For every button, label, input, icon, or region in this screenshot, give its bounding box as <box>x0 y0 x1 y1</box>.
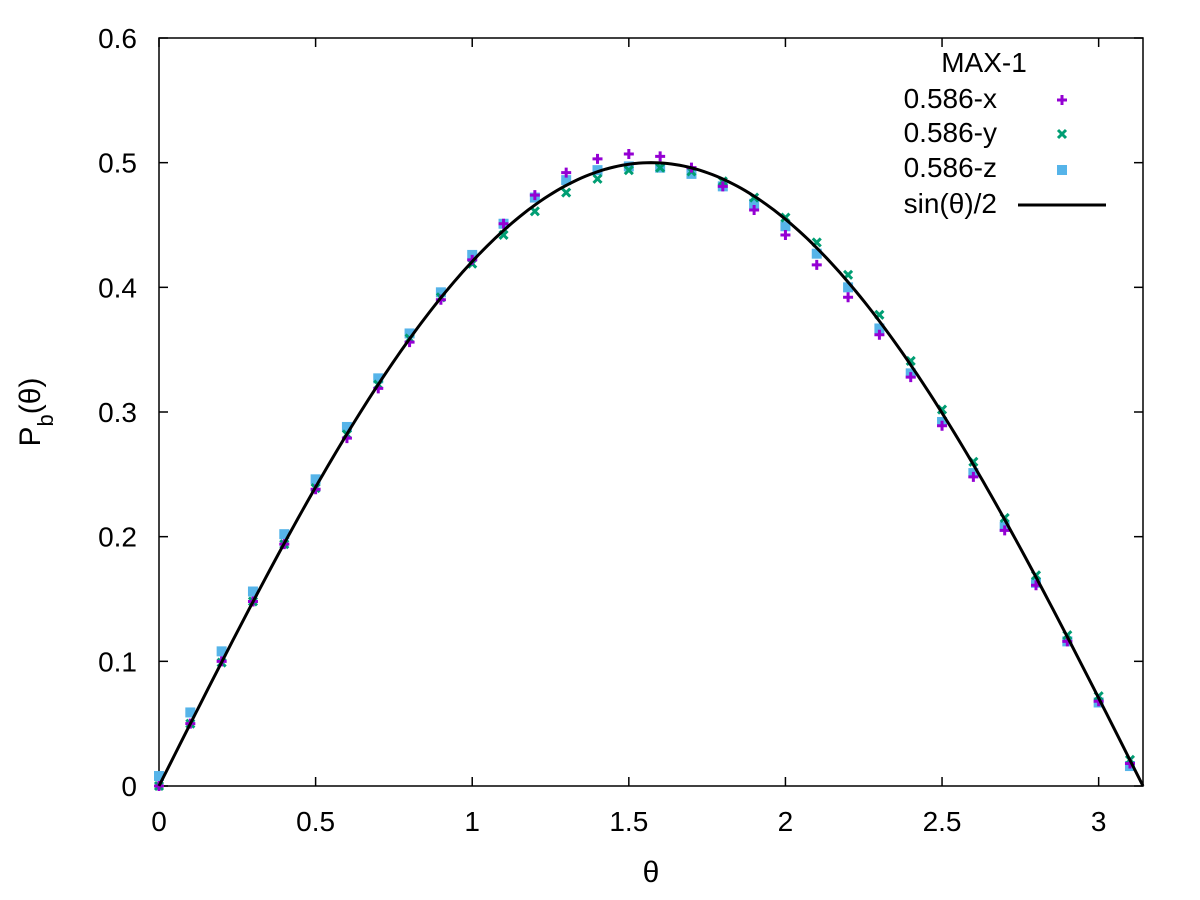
y-tick-label: 0.6 <box>98 23 137 54</box>
legend-label-3: sin(θ)/2 <box>904 188 997 219</box>
data-point <box>185 707 196 718</box>
data-point <box>561 187 572 198</box>
y-axis-label: Pb(θ) <box>14 378 58 447</box>
data-point <box>592 165 603 176</box>
y-tick-label: 0 <box>121 771 137 802</box>
x-tick-label: 3 <box>1091 806 1107 837</box>
x-tick-label: 0 <box>151 806 167 837</box>
legend-title: MAX-1 <box>941 47 1027 78</box>
data-point <box>717 181 728 192</box>
y-tick-label: 0.1 <box>98 646 137 677</box>
legend-label-0: 0.586-x <box>904 83 997 114</box>
data-point <box>843 292 854 303</box>
y-tick-label: 0.3 <box>98 397 137 428</box>
data-point <box>1056 128 1068 140</box>
legend: MAX-1 0.586-x 0.586-y 0.586-z sin(θ)/2 <box>904 47 1106 219</box>
series-line <box>157 161 1145 787</box>
y-axis-label-tail: (θ) <box>14 378 47 415</box>
data-point <box>561 175 572 186</box>
x-tick-label: 2 <box>778 806 794 837</box>
data-point <box>216 646 227 657</box>
data-point <box>686 168 697 179</box>
data-point <box>561 167 572 178</box>
data-point <box>404 328 415 339</box>
data-point <box>279 529 290 540</box>
data-point <box>780 221 791 232</box>
data-point <box>843 282 854 293</box>
data-point <box>529 190 540 201</box>
data-point <box>592 153 603 164</box>
data-point <box>341 421 352 432</box>
x-tick-label: 2.5 <box>923 806 962 837</box>
data-point <box>874 329 885 340</box>
data-point <box>780 229 791 240</box>
data-point <box>154 771 164 782</box>
x-tick-label: 0.5 <box>296 806 335 837</box>
legend-label-1: 0.586-y <box>904 117 997 148</box>
x-tick-label: 1 <box>464 806 480 837</box>
data-point <box>905 372 916 383</box>
y-tick-label: 0.4 <box>98 272 137 303</box>
data-point <box>623 148 634 159</box>
data-point <box>811 248 822 259</box>
data-point <box>655 162 666 173</box>
data-point <box>498 218 509 229</box>
series-0.586-y <box>153 162 1136 792</box>
y-tick-label: 0.2 <box>98 522 137 553</box>
data-point <box>623 161 634 172</box>
plot-frame <box>158 37 1144 787</box>
data-point <box>373 373 384 384</box>
data-point <box>655 151 666 162</box>
y-axis-label-sub: b <box>33 414 58 426</box>
data-point <box>874 323 885 334</box>
y-axis-label-main: P <box>14 426 47 446</box>
series-0.586-z <box>154 161 1135 782</box>
legend-swatches <box>1018 95 1106 207</box>
series-layer <box>153 148 1145 792</box>
data-point <box>811 259 822 270</box>
data-point <box>623 165 634 176</box>
series-0.586-x <box>154 148 1135 791</box>
axis-ticks: 0 0.5 1 1.5 2 2.5 3 0 0.1 0.2 0.3 0.4 0.5 0.6 <box>98 23 1143 837</box>
data-point <box>1057 95 1067 105</box>
legend-label-2: 0.586-z <box>904 152 997 183</box>
data-point <box>749 205 760 216</box>
data-point <box>435 287 446 298</box>
data-point <box>592 173 603 184</box>
data-point <box>1057 165 1067 175</box>
data-point <box>247 586 258 597</box>
data-point <box>999 525 1010 536</box>
x-axis-label: θ <box>643 856 660 889</box>
data-point <box>937 420 948 431</box>
x-tick-label: 1.5 <box>609 806 648 837</box>
y-tick-label: 0.5 <box>98 148 137 179</box>
data-point <box>968 471 979 482</box>
data-point <box>310 474 321 485</box>
data-point <box>749 198 760 209</box>
